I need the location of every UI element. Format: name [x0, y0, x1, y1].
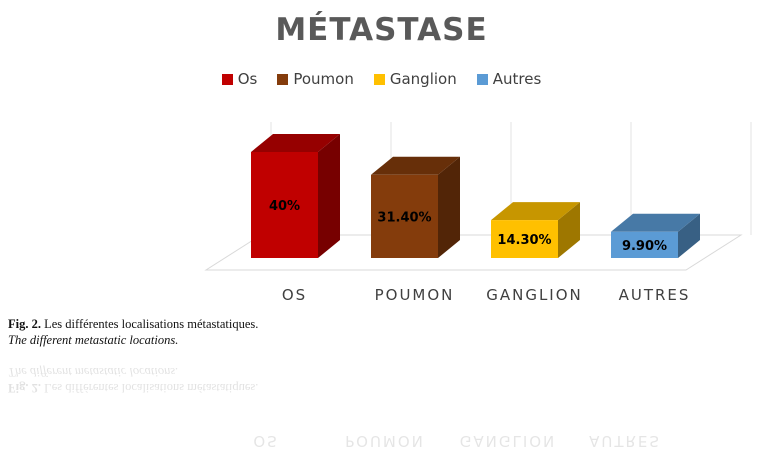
legend-swatch-autres [476, 73, 488, 85]
bar-autres [611, 231, 678, 258]
bar-top-autres [611, 213, 700, 232]
caption-french-text: Les différentes localisations métastatiq… [40, 317, 259, 331]
caption-figure-label: Fig. 2. [8, 317, 41, 331]
legend-item-ganglion: Ganglion [373, 70, 457, 88]
chart-legend: Os Poumon Ganglion Autres [0, 70, 763, 88]
bar-side-ganglion [558, 202, 580, 258]
legend-swatch-os [221, 73, 233, 85]
data-label-ganglion: 14.30% [497, 233, 551, 248]
caption-english-text: The different metastatic locations. [8, 333, 179, 347]
bar-poumon [371, 174, 438, 258]
bar-top-os [251, 134, 340, 152]
legend-item-os: Os [221, 70, 258, 88]
category-label-autres: AUTRES [619, 286, 691, 304]
bar-side-poumon [438, 156, 460, 258]
bar-side-autres [678, 213, 700, 258]
legend-label-poumon: Poumon [293, 70, 354, 88]
bar-ganglion [491, 220, 558, 258]
category-label-os: OS [282, 286, 307, 304]
legend-swatch-ganglion [373, 73, 385, 85]
legend-swatch-poumon [277, 73, 289, 85]
bar-top-poumon [371, 156, 460, 175]
bar-top-ganglion [491, 202, 580, 221]
legend-label-ganglion: Ganglion [389, 70, 457, 88]
bar-os [251, 152, 318, 258]
category-label-ganglion: GANGLION [486, 286, 583, 304]
legend-item-autres: Autres [476, 70, 542, 88]
category-label-poumon: POUMON [375, 286, 455, 304]
figure-caption: Fig. 2. Les différentes localisations mé… [8, 316, 258, 348]
data-label-os: 40% [269, 199, 300, 214]
legend-item-poumon: Poumon [277, 70, 354, 88]
legend-label-os: Os [237, 70, 258, 88]
chart-title: MÉTASTASE [275, 12, 488, 48]
data-label-poumon: 31.40% [377, 210, 431, 225]
chart-floor [204, 234, 743, 271]
data-label-autres: 9.90% [622, 239, 667, 254]
bar-side-os [318, 134, 340, 258]
legend-label-autres: Autres [492, 70, 542, 88]
